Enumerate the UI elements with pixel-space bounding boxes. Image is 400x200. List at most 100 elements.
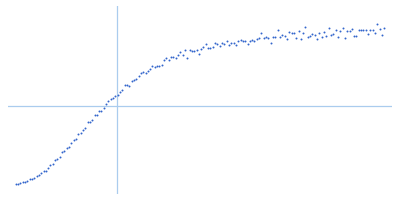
Point bbox=[272, 35, 278, 38]
Point bbox=[242, 39, 248, 43]
Point bbox=[291, 31, 297, 34]
Point bbox=[140, 70, 146, 73]
Point bbox=[349, 27, 355, 31]
Point bbox=[66, 145, 72, 148]
Point bbox=[161, 59, 167, 62]
Point bbox=[316, 32, 323, 35]
Point bbox=[216, 44, 223, 47]
Point bbox=[128, 79, 135, 83]
Point bbox=[98, 110, 105, 113]
Point bbox=[156, 65, 163, 68]
Point bbox=[305, 36, 311, 39]
Point bbox=[124, 83, 130, 86]
Point bbox=[270, 36, 276, 39]
Point bbox=[68, 142, 74, 145]
Point bbox=[335, 35, 341, 38]
Point bbox=[22, 181, 28, 184]
Point bbox=[254, 38, 260, 41]
Point bbox=[112, 94, 118, 97]
Point bbox=[293, 36, 300, 39]
Point bbox=[26, 178, 33, 181]
Point bbox=[235, 39, 242, 42]
Point bbox=[332, 28, 339, 31]
Point bbox=[43, 169, 49, 172]
Point bbox=[323, 34, 330, 38]
Point bbox=[175, 54, 181, 57]
Point bbox=[89, 119, 95, 122]
Point bbox=[344, 30, 350, 33]
Point bbox=[376, 27, 383, 30]
Point bbox=[342, 36, 348, 39]
Point bbox=[147, 67, 153, 70]
Point bbox=[87, 120, 93, 123]
Point bbox=[24, 180, 30, 183]
Point bbox=[279, 34, 286, 37]
Point bbox=[122, 84, 128, 87]
Point bbox=[284, 38, 290, 41]
Point bbox=[108, 98, 114, 101]
Point bbox=[12, 183, 19, 186]
Point bbox=[337, 30, 344, 33]
Point bbox=[94, 114, 100, 117]
Point bbox=[61, 149, 68, 152]
Point bbox=[200, 46, 207, 49]
Point bbox=[309, 32, 316, 35]
Point bbox=[346, 29, 353, 33]
Point bbox=[54, 157, 61, 160]
Point bbox=[20, 181, 26, 184]
Point bbox=[330, 32, 336, 35]
Point bbox=[307, 34, 313, 37]
Point bbox=[80, 128, 86, 131]
Point bbox=[381, 26, 388, 30]
Point bbox=[84, 121, 91, 124]
Point bbox=[133, 78, 140, 81]
Point bbox=[75, 133, 82, 136]
Point bbox=[119, 88, 126, 91]
Point bbox=[52, 159, 58, 162]
Point bbox=[265, 36, 272, 39]
Point bbox=[237, 39, 244, 42]
Point bbox=[351, 34, 357, 38]
Point bbox=[193, 48, 200, 52]
Point bbox=[258, 32, 265, 35]
Point bbox=[172, 57, 179, 60]
Point bbox=[205, 47, 211, 50]
Point bbox=[228, 42, 234, 45]
Point bbox=[339, 26, 346, 29]
Point bbox=[40, 169, 47, 172]
Point bbox=[70, 139, 77, 142]
Point bbox=[103, 102, 109, 106]
Point bbox=[314, 37, 320, 40]
Point bbox=[64, 146, 70, 150]
Point bbox=[135, 74, 142, 77]
Point bbox=[180, 53, 186, 56]
Point bbox=[73, 137, 79, 140]
Point bbox=[182, 49, 188, 52]
Point bbox=[302, 26, 309, 29]
Point bbox=[226, 43, 232, 46]
Point bbox=[326, 26, 332, 29]
Point bbox=[328, 34, 334, 37]
Point bbox=[163, 57, 170, 60]
Point bbox=[77, 131, 84, 134]
Point bbox=[105, 99, 112, 102]
Point bbox=[260, 36, 267, 39]
Point bbox=[353, 35, 360, 38]
Point bbox=[312, 34, 318, 37]
Point bbox=[230, 42, 237, 45]
Point bbox=[256, 36, 262, 39]
Point bbox=[131, 79, 137, 82]
Point bbox=[212, 42, 218, 45]
Point bbox=[356, 28, 362, 31]
Point bbox=[196, 52, 202, 55]
Point bbox=[288, 32, 295, 35]
Point bbox=[138, 72, 144, 75]
Point bbox=[372, 32, 378, 35]
Point bbox=[318, 35, 325, 38]
Point bbox=[33, 174, 40, 177]
Point bbox=[274, 28, 281, 31]
Point bbox=[29, 177, 35, 180]
Point bbox=[244, 42, 251, 45]
Point bbox=[170, 56, 176, 59]
Point bbox=[207, 47, 214, 50]
